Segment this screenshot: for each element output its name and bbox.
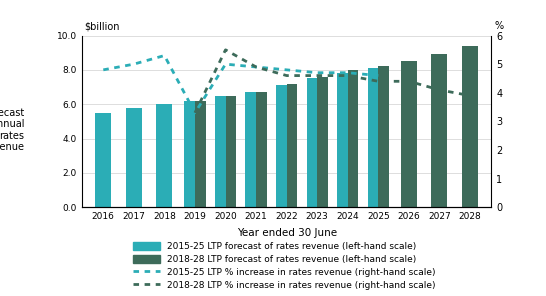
Text: $billion: $billion [85,21,120,31]
Bar [367,68,378,207]
Bar [337,73,348,207]
Legend: 2015-25 LTP forecast of rates revenue (left-hand scale), 2018-28 LTP forecast of: 2015-25 LTP forecast of rates revenue (l… [130,241,437,292]
Bar [462,46,478,207]
Bar [156,104,173,207]
Bar [431,54,448,207]
Bar [225,96,236,207]
Bar [195,101,206,207]
Bar [317,77,328,207]
X-axis label: Year ended 30 June: Year ended 30 June [236,228,337,238]
Bar [185,101,195,207]
Y-axis label: Forecast
annual
rates
revenue: Forecast annual rates revenue [0,107,25,152]
Bar [215,96,225,207]
Bar [126,108,142,207]
Bar [95,113,111,207]
Text: %: % [494,21,503,31]
Bar [378,66,389,207]
Bar [348,70,359,207]
Bar [287,83,298,207]
Bar [401,61,417,207]
Bar [245,92,256,207]
Bar [256,92,267,207]
Bar [276,85,287,207]
Bar [306,78,317,207]
